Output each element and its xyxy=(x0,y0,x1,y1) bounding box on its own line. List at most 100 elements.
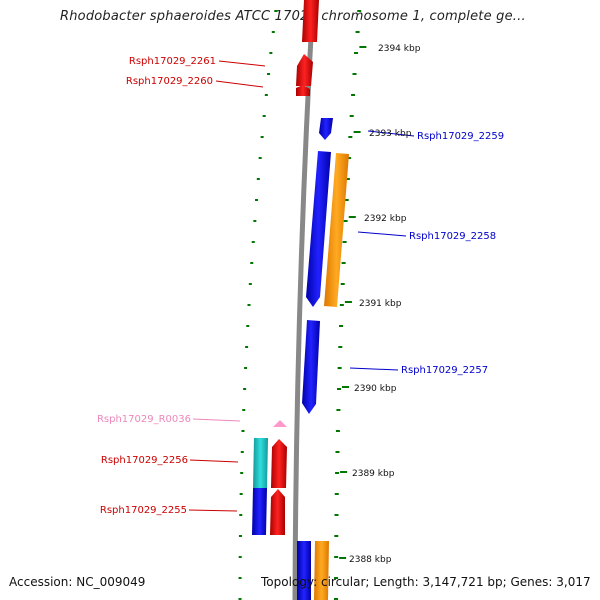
ring-dot xyxy=(334,556,339,558)
ring-dot xyxy=(246,325,250,327)
tick-label: 2388 kbp xyxy=(349,555,392,565)
gene-arrow-2256[interactable] xyxy=(271,439,287,488)
ring-dot xyxy=(334,514,339,516)
ring-dot xyxy=(239,514,243,516)
ring-dot xyxy=(238,535,242,537)
kbp-tick xyxy=(359,46,367,48)
gc-feature-1 xyxy=(324,153,349,307)
ring-dot xyxy=(335,472,340,474)
ring-dot xyxy=(255,199,259,201)
ring-dot xyxy=(251,241,255,243)
ring-dot xyxy=(242,409,246,411)
tick-label: 2389 kbp xyxy=(352,469,395,479)
ring-dot xyxy=(248,283,252,285)
gene-label-2255[interactable]: Rsph17029_2255 xyxy=(100,505,187,516)
ring-dot xyxy=(260,136,264,138)
ring-dot xyxy=(274,10,278,12)
gene-label-2260[interactable]: Rsph17029_2260 xyxy=(126,76,213,87)
outer-dotted-ring xyxy=(238,10,278,600)
ring-dot xyxy=(344,199,349,201)
ring-dot xyxy=(271,31,275,33)
rna-feature-R0036[interactable] xyxy=(273,420,287,427)
ring-dot xyxy=(351,94,356,96)
ring-dot xyxy=(342,241,347,243)
gene-label-2261[interactable]: Rsph17029_2261 xyxy=(129,56,216,67)
ring-dot xyxy=(334,535,339,537)
gene-arrow-2257[interactable] xyxy=(302,320,320,414)
ring-dot xyxy=(253,220,257,222)
kbp-tick xyxy=(353,131,361,133)
ring-dot xyxy=(334,598,339,600)
gene-label-2256[interactable]: Rsph17029_2256 xyxy=(101,455,188,466)
ring-dot xyxy=(335,430,340,432)
ring-dot xyxy=(337,367,342,369)
inner-dotted-ring xyxy=(334,10,367,600)
ring-dot xyxy=(336,409,341,411)
gene-arrow-2259[interactable] xyxy=(319,118,333,140)
gene-label-R0036[interactable]: Rsph17029_R0036 xyxy=(97,414,191,425)
ring-dot xyxy=(238,598,242,600)
accession-text: Accession: NC_009049 xyxy=(9,575,146,589)
ring-dot xyxy=(240,451,244,453)
gene-arrow-2260[interactable] xyxy=(296,54,313,86)
ring-dot xyxy=(357,10,362,12)
tick-label: 2390 kbp xyxy=(354,384,397,394)
ring-dot xyxy=(347,157,352,159)
ring-dot xyxy=(334,577,339,579)
ring-dot xyxy=(354,52,359,54)
ring-dot xyxy=(244,367,248,369)
ring-dot xyxy=(341,262,346,264)
ring-dot xyxy=(334,493,339,495)
ring-dot xyxy=(267,73,271,75)
ring-dot xyxy=(238,577,242,579)
map-title: Rhodobacter sphaeroides ATCC 17029 chrom… xyxy=(60,9,526,24)
tick-label: 2394 kbp xyxy=(378,44,421,54)
ring-dot xyxy=(340,283,345,285)
gene-arrow-bottom-blue[interactable] xyxy=(297,541,311,600)
ring-dot xyxy=(238,556,242,558)
ring-dot xyxy=(339,325,344,327)
ring-dot xyxy=(336,388,341,390)
tick-label: 2393 kbp xyxy=(369,129,412,139)
kbp-tick xyxy=(348,216,356,218)
gene-label-2259[interactable]: Rsph17029_2259 xyxy=(417,131,504,142)
ring-dot xyxy=(339,304,344,306)
kbp-tick xyxy=(342,386,350,388)
ring-dot xyxy=(335,451,340,453)
ring-dot xyxy=(262,115,266,117)
ring-dot xyxy=(352,73,357,75)
ring-dot xyxy=(256,178,260,180)
gene-label-2258[interactable]: Rsph17029_2258 xyxy=(409,231,496,242)
kbp-tick xyxy=(340,471,348,473)
ring-dot xyxy=(239,493,243,495)
ring-dot xyxy=(338,346,343,348)
ring-dot xyxy=(258,157,262,159)
label-leaders xyxy=(188,60,415,512)
gene-arrow-2255-blue[interactable] xyxy=(252,488,267,535)
ring-dot xyxy=(243,388,247,390)
gene-arrow-2260-tip[interactable] xyxy=(296,85,310,96)
ring-dot xyxy=(247,304,251,306)
topology-text: Topology: circular; Length: 3,147,721 bp… xyxy=(261,575,591,589)
cyan-feature xyxy=(253,438,268,488)
tick-label: 2392 kbp xyxy=(364,214,407,224)
gene-label-2257[interactable]: Rsph17029_2257 xyxy=(401,365,488,376)
ring-dot xyxy=(349,115,354,117)
gc-feature-2 xyxy=(314,541,329,600)
kbp-tick xyxy=(339,557,347,559)
ring-dot xyxy=(345,178,350,180)
gene-arrow-2258[interactable] xyxy=(306,151,331,307)
gene-arrow-2255[interactable] xyxy=(270,489,285,535)
ring-dot xyxy=(264,94,268,96)
ring-dot xyxy=(348,136,353,138)
ring-dot xyxy=(241,430,245,432)
ring-dot xyxy=(245,346,249,348)
ring-dot xyxy=(343,220,348,222)
ring-dot xyxy=(355,31,360,33)
ring-dot xyxy=(240,472,244,474)
kbp-tick xyxy=(344,301,352,303)
gene-arrow-2261[interactable] xyxy=(302,0,319,42)
tick-label: 2391 kbp xyxy=(359,299,402,309)
